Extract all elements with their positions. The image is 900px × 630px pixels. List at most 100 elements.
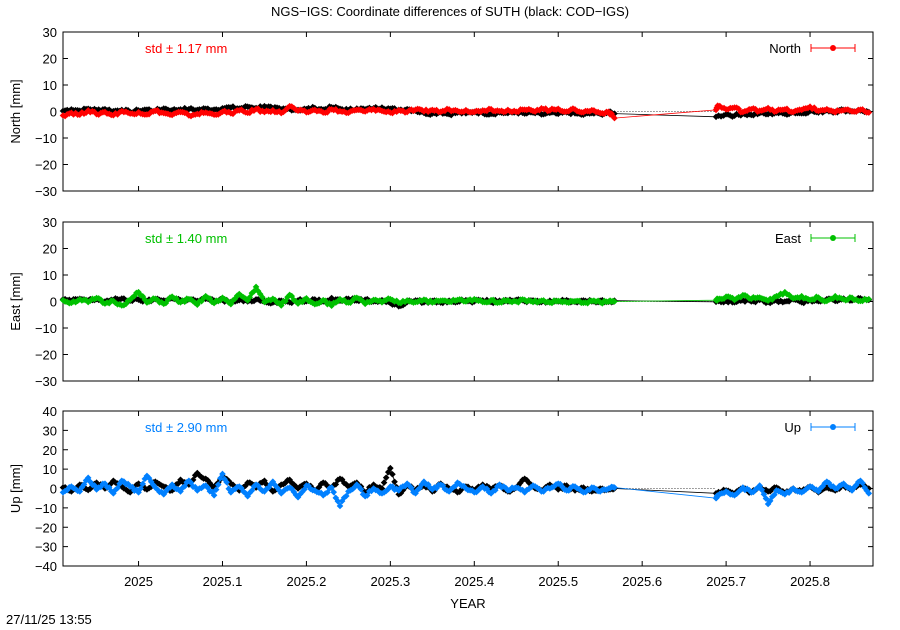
up-xtick-label: 2025.4 — [454, 574, 494, 589]
north-std-label: std ± 1.17 mm — [145, 41, 227, 56]
up-data-point — [338, 476, 346, 483]
up-data-point — [489, 484, 497, 492]
up-data-point — [865, 490, 873, 497]
up-data-point — [256, 485, 264, 493]
up-data-point — [214, 481, 222, 488]
up-data-point — [137, 485, 144, 492]
north-data-point — [810, 104, 818, 111]
up-data-point — [380, 489, 388, 496]
north-data-point — [288, 103, 296, 110]
east-ytick-label: −20 — [35, 348, 57, 363]
north-ytick-label: 30 — [43, 25, 57, 40]
up-data-point — [523, 476, 531, 484]
north-data-point — [608, 110, 615, 117]
up-data-point — [135, 480, 142, 487]
up-data-point — [441, 485, 449, 493]
east-data-point — [187, 296, 195, 303]
up-data-point — [254, 482, 262, 489]
up-data-point — [382, 474, 390, 481]
up-data-point — [143, 486, 151, 493]
up-data-point — [240, 488, 247, 495]
east-data-point — [240, 293, 247, 301]
east-data-point — [254, 287, 262, 295]
east-data-point — [173, 295, 180, 302]
up-data-point — [235, 483, 243, 490]
up-data-point — [735, 488, 742, 496]
east-data-point — [462, 298, 470, 305]
east-data-point — [181, 298, 189, 306]
north-series-north — [59, 102, 873, 122]
panel-up: −40 −30 −20 −10 0 10 20 30 40 2025 2025.1 2025.2 202… — [8, 404, 874, 589]
north-data-point — [225, 108, 233, 116]
up-data-point — [846, 484, 854, 492]
east-series-east — [59, 283, 873, 310]
north-data-point — [399, 107, 407, 115]
up-data-point — [212, 486, 220, 493]
north-data-point — [145, 110, 153, 118]
east-data-point — [414, 298, 421, 306]
up-y-axis-label: Up [mm] — [8, 464, 23, 513]
east-data-point — [229, 297, 237, 304]
north-data-point — [290, 104, 298, 112]
up-data-point — [611, 484, 618, 491]
north-data-point — [554, 110, 562, 118]
up-data-point — [351, 483, 358, 491]
up-data-point — [491, 486, 499, 494]
figure-title: NGS−IGS: Coordinate differences of SUTH … — [271, 4, 629, 19]
up-data-point — [317, 480, 325, 488]
up-xtick-label: 2025.2 — [287, 574, 327, 589]
up-data-point — [536, 485, 543, 493]
up-data-point — [194, 469, 201, 477]
north-data-point — [460, 108, 468, 115]
up-data-point — [405, 482, 413, 489]
east-data-point — [194, 301, 201, 308]
east-data-point — [221, 295, 228, 303]
up-data-point — [126, 489, 134, 496]
east-data-point — [796, 294, 803, 302]
up-data-point — [288, 479, 296, 487]
north-data-point — [716, 102, 724, 110]
up-data-point — [271, 481, 279, 489]
north-data-point — [332, 106, 340, 113]
east-ytick-label: 20 — [43, 242, 57, 257]
up-data-point — [483, 485, 491, 493]
up-data-point — [342, 481, 350, 488]
east-data-point — [225, 299, 233, 306]
north-ytick-label: 10 — [43, 78, 57, 93]
panel-east: −30 −20 −10 0 10 20 30 East [mm] std ± 1.40 mm Ea… — [8, 215, 874, 389]
up-data-point — [124, 480, 132, 488]
up-xtick-label: 2025 — [124, 574, 153, 589]
east-data-point — [141, 296, 149, 304]
east-data-point — [458, 296, 466, 304]
north-data-point — [720, 104, 728, 112]
up-data-point — [334, 498, 342, 505]
up-ytick-label: −20 — [35, 520, 57, 535]
up-xtick-label: 2025.7 — [706, 574, 746, 589]
east-data-point — [135, 288, 142, 296]
up-data-point — [273, 484, 281, 491]
east-data-point — [177, 298, 184, 306]
up-data-point — [460, 482, 468, 490]
east-legend-label: East — [775, 231, 801, 246]
north-data-point — [477, 108, 484, 116]
up-data-point — [445, 488, 453, 495]
north-ytick-label: 0 — [50, 105, 57, 120]
up-ytick-label: 30 — [43, 423, 57, 438]
east-data-point — [189, 297, 197, 305]
up-data-point — [468, 487, 476, 494]
up-data-point — [395, 487, 403, 494]
legend-point — [830, 424, 836, 430]
up-xtick-label: 2025.3 — [370, 574, 410, 589]
up-data-point — [531, 483, 539, 490]
east-data-point — [223, 297, 230, 304]
north-data-point — [752, 105, 759, 113]
up-data-point — [275, 487, 283, 494]
east-data-point — [798, 292, 805, 300]
up-data-point — [429, 486, 436, 493]
up-data-point — [336, 502, 344, 510]
north-legend-label: North — [769, 41, 801, 56]
up-data-point — [322, 480, 329, 487]
east-data-point — [238, 292, 245, 300]
up-data-point — [330, 488, 337, 496]
